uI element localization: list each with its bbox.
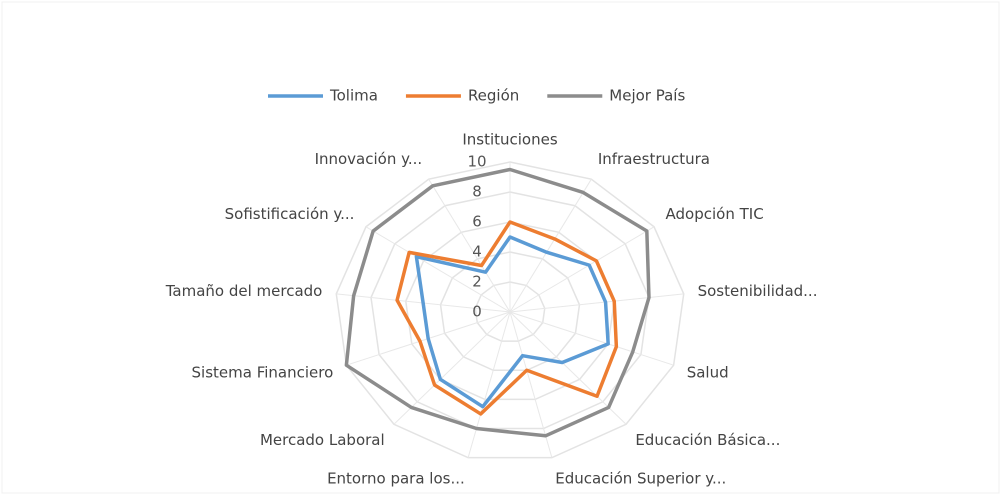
spoke bbox=[509, 178, 592, 313]
tick-label: 8 bbox=[472, 183, 482, 201]
legend-label: Mejor País bbox=[609, 87, 685, 105]
grid-ring bbox=[370, 191, 650, 430]
category-label: Entorno para los... bbox=[327, 470, 465, 488]
spoke bbox=[509, 226, 655, 313]
tick-label: 0 bbox=[472, 303, 482, 321]
spoke bbox=[428, 178, 511, 313]
spoke bbox=[365, 226, 511, 313]
legend-label: Tolima bbox=[329, 87, 378, 105]
spoke bbox=[509, 293, 684, 313]
category-label: Sistema Financiero bbox=[192, 363, 334, 381]
category-label: Tamaño del mercado bbox=[165, 282, 323, 300]
tick-label: 6 bbox=[472, 213, 482, 231]
category-label: Sofistificación y... bbox=[225, 205, 355, 223]
spoke bbox=[509, 311, 627, 425]
category-label: Mercado Laboral bbox=[260, 431, 385, 449]
series-line bbox=[414, 235, 610, 409]
tick-label: 4 bbox=[472, 243, 482, 261]
grid-ring bbox=[474, 281, 546, 342]
category-label: Adopción TIC bbox=[666, 205, 764, 223]
category-label: Salud bbox=[687, 363, 729, 381]
spoke bbox=[509, 311, 553, 458]
legend-label: Región bbox=[468, 87, 519, 105]
series-line bbox=[344, 167, 651, 438]
grid-ring bbox=[335, 161, 685, 459]
category-label: Innovación y... bbox=[315, 150, 423, 168]
category-label: Educación Superior y... bbox=[555, 470, 726, 488]
series-line bbox=[395, 220, 619, 416]
category-label: Sostenibilidad... bbox=[698, 282, 818, 300]
tick-label: 10 bbox=[467, 153, 486, 171]
spoke bbox=[467, 311, 511, 458]
category-label: Infraestructura bbox=[598, 150, 710, 168]
spoke bbox=[509, 311, 674, 366]
tick-label: 2 bbox=[472, 273, 482, 291]
category-label: Educación Básica... bbox=[635, 431, 780, 449]
category-label: Instituciones bbox=[462, 131, 558, 149]
spoke bbox=[393, 311, 511, 425]
